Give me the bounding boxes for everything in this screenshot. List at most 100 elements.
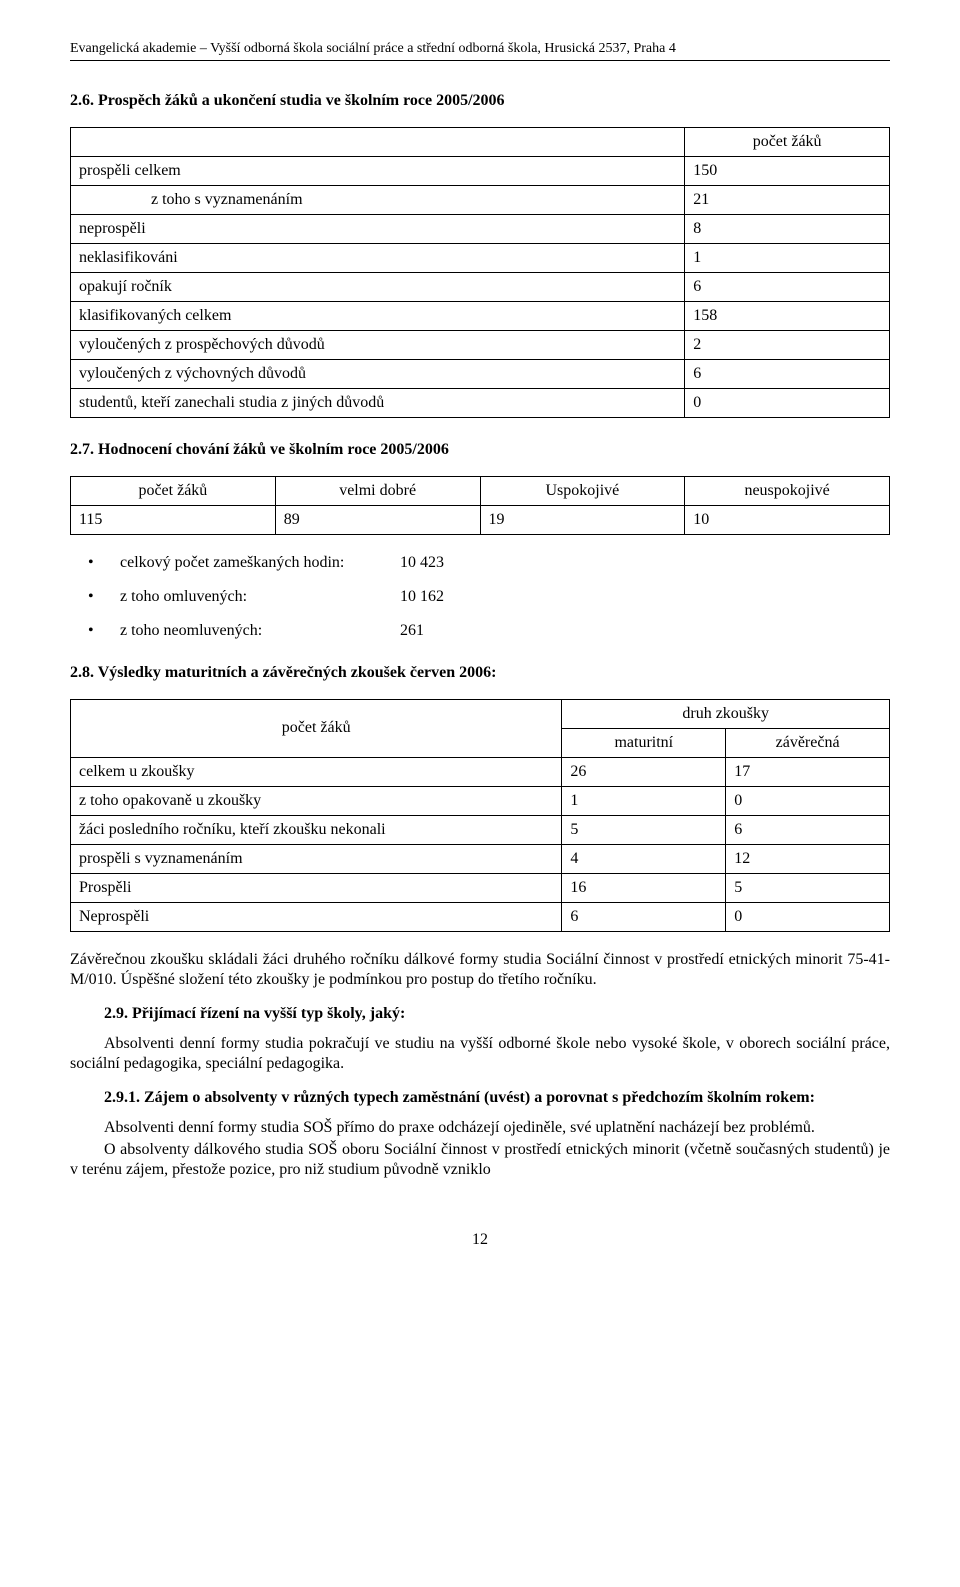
- section-2-9-title: 2.9. Přijímací řízení na vyšší typ školy…: [104, 1004, 890, 1024]
- cell-value: 6: [685, 272, 890, 301]
- table-row: Prospěli165: [71, 873, 890, 902]
- cell-value: 6: [685, 359, 890, 388]
- table-2-6: počet žáků prospěli celkem150 z toho s v…: [70, 127, 890, 418]
- cell-label: neprospěli: [71, 214, 685, 243]
- cell-value: 10: [685, 505, 890, 534]
- cell-header: Uspokojivé: [480, 476, 685, 505]
- cell-value: 12: [726, 844, 890, 873]
- table-row: celkem u zkoušky2617: [71, 757, 890, 786]
- cell-value: 115: [71, 505, 276, 534]
- bullet-label: z toho omluvených:: [120, 587, 400, 607]
- cell-label: neklasifikováni: [71, 243, 685, 272]
- cell-label: Prospěli: [71, 873, 562, 902]
- cell-label: vyloučených z výchovných důvodů: [71, 359, 685, 388]
- cell-header-left: počet žáků: [71, 699, 562, 757]
- table-row: opakují ročník6: [71, 272, 890, 301]
- cell-label: z toho s vyznamenáním: [71, 185, 685, 214]
- page-header: Evangelická akademie – Vyšší odborná ško…: [70, 40, 890, 61]
- table-row: neklasifikováni1: [71, 243, 890, 272]
- table-row: z toho opakovaně u zkoušky10: [71, 786, 890, 815]
- list-item: • celkový počet zameškaných hodin: 10 42…: [70, 553, 890, 573]
- cell-value: 158: [685, 301, 890, 330]
- cell-header-sub: závěrečná: [726, 728, 890, 757]
- bullet-value: 10 423: [400, 553, 480, 573]
- section-2-9-1-title: 2.9.1. Zájem o absolventy v různých type…: [104, 1088, 890, 1108]
- cell-value: 150: [685, 156, 890, 185]
- section-number: 2.9.1.: [104, 1089, 144, 1106]
- bullet-value: 261: [400, 621, 480, 641]
- bullet-label: celkový počet zameškaných hodin:: [120, 553, 400, 573]
- table-2-8: počet žáků druh zkoušky maturitní závěre…: [70, 699, 890, 932]
- cell-header: neuspokojivé: [685, 476, 890, 505]
- table-header-row: počet žáků velmi dobré Uspokojivé neuspo…: [71, 476, 890, 505]
- cell-value: 0: [685, 388, 890, 417]
- cell-value: 5: [726, 873, 890, 902]
- cell-label: z toho opakovaně u zkoušky: [71, 786, 562, 815]
- section-number: 2.9.: [104, 1005, 132, 1022]
- cell-header-sub: maturitní: [562, 728, 726, 757]
- paragraph-2-9-1-b: O absolventy dálkového studia SOŠ oboru …: [70, 1140, 890, 1180]
- cell-label: Neprospěli: [71, 902, 562, 931]
- table-row: z toho s vyznamenáním21: [71, 185, 890, 214]
- cell-value: 0: [726, 902, 890, 931]
- cell-value: 0: [726, 786, 890, 815]
- table-row: prospěli s vyznamenáním412: [71, 844, 890, 873]
- cell-value: 6: [562, 902, 726, 931]
- table-row: neprospěli8: [71, 214, 890, 243]
- cell-label: vyloučených z prospěchových důvodů: [71, 330, 685, 359]
- bullet-icon: •: [70, 587, 120, 607]
- bullet-label: z toho neomluvených:: [120, 621, 400, 641]
- cell-value: 89: [275, 505, 480, 534]
- cell-header-top: druh zkoušky: [562, 699, 890, 728]
- paragraph-2-9: Absolventi denní formy studia pokračují …: [70, 1034, 890, 1074]
- cell-empty: [71, 127, 685, 156]
- cell-label: studentů, kteří zanechali studia z jinýc…: [71, 388, 685, 417]
- table-row: 115 89 19 10: [71, 505, 890, 534]
- table-row: Neprospěli60: [71, 902, 890, 931]
- cell-label: žáci posledního ročníku, kteří zkoušku n…: [71, 815, 562, 844]
- table-row: vyloučených z prospěchových důvodů2: [71, 330, 890, 359]
- list-item: • z toho neomluvených: 261: [70, 621, 890, 641]
- cell-label: klasifikovaných celkem: [71, 301, 685, 330]
- cell-value: 2: [685, 330, 890, 359]
- cell-value: 16: [562, 873, 726, 902]
- cell-value: 4: [562, 844, 726, 873]
- table-row: počet žáků: [71, 127, 890, 156]
- bullet-list-2-7: • celkový počet zameškaných hodin: 10 42…: [70, 553, 890, 641]
- table-row: prospěli celkem150: [71, 156, 890, 185]
- section-2-8-title: 2.8. Výsledky maturitních a závěrečných …: [70, 663, 890, 683]
- bullet-icon: •: [70, 553, 120, 573]
- section-2-6-title: 2.6. Prospěch žáků a ukončení studia ve …: [70, 91, 890, 111]
- table-row: žáci posledního ročníku, kteří zkoušku n…: [71, 815, 890, 844]
- cell-value: 21: [685, 185, 890, 214]
- cell-header: velmi dobré: [275, 476, 480, 505]
- page-number: 12: [70, 1230, 890, 1250]
- paragraph-2-8: Závěrečnou zkoušku skládali žáci druhého…: [70, 950, 890, 990]
- table-row: vyloučených z výchovných důvodů6: [71, 359, 890, 388]
- bullet-icon: •: [70, 621, 120, 641]
- cell-value: 19: [480, 505, 685, 534]
- section-heading: Přijímací řízení na vyšší typ školy, jak…: [132, 1005, 405, 1022]
- cell-value: 26: [562, 757, 726, 786]
- cell-value: 17: [726, 757, 890, 786]
- cell-value: 1: [562, 786, 726, 815]
- cell-label: prospěli s vyznamenáním: [71, 844, 562, 873]
- cell-value: 6: [726, 815, 890, 844]
- cell-label: prospěli celkem: [71, 156, 685, 185]
- table-2-7: počet žáků velmi dobré Uspokojivé neuspo…: [70, 476, 890, 535]
- table-header-row-1: počet žáků druh zkoušky: [71, 699, 890, 728]
- cell-label: celkem u zkoušky: [71, 757, 562, 786]
- paragraph-2-9-1-a: Absolventi denní formy studia SOŠ přímo …: [70, 1118, 890, 1138]
- cell-header-value: počet žáků: [685, 127, 890, 156]
- bullet-value: 10 162: [400, 587, 480, 607]
- table-row: studentů, kteří zanechali studia z jinýc…: [71, 388, 890, 417]
- list-item: • z toho omluvených: 10 162: [70, 587, 890, 607]
- cell-value: 5: [562, 815, 726, 844]
- section-heading: Zájem o absolventy v různých typech zamě…: [144, 1089, 815, 1106]
- cell-label: opakují ročník: [71, 272, 685, 301]
- section-2-7-title: 2.7. Hodnocení chování žáků ve školním r…: [70, 440, 890, 460]
- cell-value: 8: [685, 214, 890, 243]
- cell-value: 1: [685, 243, 890, 272]
- table-row: klasifikovaných celkem158: [71, 301, 890, 330]
- cell-header: počet žáků: [71, 476, 276, 505]
